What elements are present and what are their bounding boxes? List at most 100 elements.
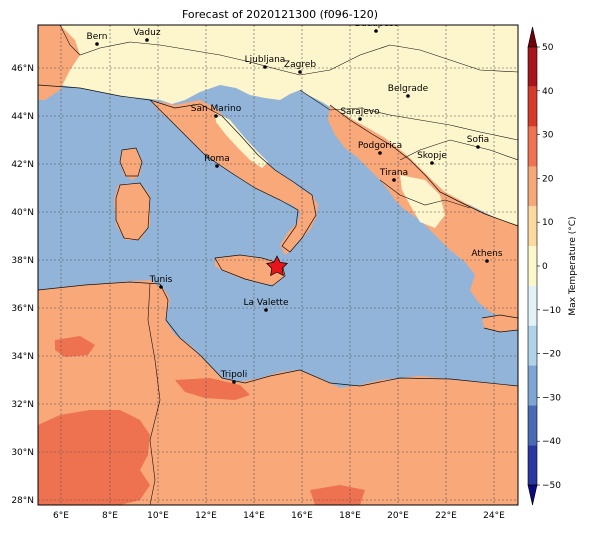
svg-text:Vaduz: Vaduz — [133, 28, 160, 38]
city-tirana: Tirana — [379, 168, 408, 182]
city-bern: Bern — [87, 32, 108, 46]
city-zagreb: Zagreb — [284, 60, 316, 74]
colorbar-band — [528, 246, 537, 286]
colorbar-band — [528, 47, 537, 87]
lon-tick-label: 10°E — [147, 511, 169, 521]
lat-tick-label: 46°N — [11, 64, 34, 74]
colorbar-tick-label: 50 — [542, 43, 554, 53]
svg-text:Sofia: Sofia — [467, 135, 489, 145]
land-north-mild — [38, 25, 518, 228]
lat-tick-label: 36°N — [11, 304, 34, 314]
city-la-valette: La Valette — [244, 298, 289, 312]
lat-tick-label: 30°N — [11, 448, 34, 458]
lon-tick-label: 24°E — [483, 511, 505, 521]
colorbar-band — [528, 206, 537, 247]
svg-text:La Valette: La Valette — [244, 298, 289, 308]
city-budapest: Budapest — [355, 19, 398, 33]
land-africa-hot-3 — [175, 378, 250, 400]
svg-text:Tirana: Tirana — [379, 168, 408, 178]
colorbar-tick-label: −20 — [542, 350, 561, 360]
colorbar-tick-label: −50 — [542, 481, 561, 491]
land-sardinia-south — [114, 183, 150, 240]
figure-title: Forecast of 2020121300 (f096-120) — [182, 8, 378, 21]
colorbar-band — [528, 166, 537, 207]
lon-tick-label: 14°E — [243, 511, 265, 521]
land-africa-warm — [38, 280, 518, 505]
lon-tick-label: 18°E — [339, 511, 361, 521]
colorbar-band — [528, 365, 537, 406]
svg-text:Skopje: Skopje — [417, 151, 447, 161]
lon-tick-label: 12°E — [195, 511, 217, 521]
city-podgorica: Podgorica — [358, 141, 402, 155]
colorbar-label: Max Temperature (°C) — [568, 216, 578, 315]
city-skopje: Skopje — [417, 151, 447, 165]
lat-tick-label: 38°N — [11, 256, 34, 266]
city-tunis: Tunis — [149, 275, 173, 289]
svg-text:Podgorica: Podgorica — [358, 141, 402, 151]
colorbar-tick-label: 30 — [542, 131, 554, 141]
svg-text:Belgrade: Belgrade — [388, 84, 429, 94]
colorbar: 50 40 30 20 10 0 −10 −20 −30 −40 −50 — [527, 26, 561, 506]
coastlines — [38, 25, 518, 505]
lon-tick-label: 6°E — [53, 511, 69, 521]
svg-text:Sarajevo: Sarajevo — [340, 107, 380, 117]
lat-tick-label: 34°N — [11, 352, 34, 362]
lat-tick-label: 44°N — [11, 112, 34, 122]
colorbar-tick-label: 40 — [542, 87, 554, 97]
city-vaduz: Vaduz — [133, 28, 161, 42]
svg-text:Tunis: Tunis — [149, 275, 173, 285]
city-ljubljana: Ljubljana — [245, 55, 286, 69]
star-marker — [265, 255, 289, 277]
colorbar-tick-label: −10 — [542, 306, 561, 316]
land-crete — [482, 315, 518, 332]
colorbar-extend-min — [527, 484, 538, 506]
svg-text:San Marino: San Marino — [191, 104, 242, 114]
city-roma: Roma — [204, 154, 230, 168]
city-belgrade: Belgrade — [388, 84, 429, 98]
city-san-marino: San Marino — [191, 104, 242, 118]
colorbar-band — [528, 405, 537, 446]
map-frame — [37, 24, 519, 506]
lon-tick-label: 22°E — [435, 511, 457, 521]
lon-tick-label: 16°E — [291, 511, 313, 521]
svg-text:Budapest: Budapest — [355, 19, 398, 29]
colorbar-band — [528, 285, 537, 326]
colorbar-tick-label: 20 — [542, 174, 554, 184]
lat-tick-label: 40°N — [11, 208, 34, 218]
land-sicily — [215, 255, 285, 285]
city-sarajevo: Sarajevo — [340, 107, 380, 121]
colorbar-band — [528, 126, 537, 167]
land-italy-warm — [150, 100, 318, 255]
land-africa-hot-1 — [38, 410, 150, 505]
lat-tick-label: 28°N — [11, 496, 34, 506]
colorbar-band — [528, 86, 537, 127]
lon-axis: 6°E 8°E 10°E 12°E 14°E 16°E 18°E 20°E 22… — [53, 511, 505, 521]
lon-tick-label: 20°E — [387, 511, 409, 521]
land-italy-mild — [215, 112, 268, 168]
colorbar-tick-label: −30 — [542, 393, 561, 403]
colorbar-tick-label: 0 — [542, 262, 548, 272]
colorbar-tick-label: −40 — [542, 437, 561, 447]
lon-tick-label: 8°E — [102, 511, 118, 521]
svg-text:Ljubljana: Ljubljana — [245, 55, 286, 65]
city-sofia: Sofia — [467, 135, 489, 149]
city-markers: Bern Vaduz Budapest Ljubljana Zagreb Bel… — [87, 19, 503, 384]
graticule — [38, 25, 518, 505]
svg-text:Zagreb: Zagreb — [284, 60, 316, 70]
lat-tick-label: 32°N — [11, 400, 34, 410]
svg-text:Athens: Athens — [471, 249, 502, 259]
lat-axis: 46°N 44°N 42°N 40°N 38°N 36°N 34°N 32°N … — [11, 64, 34, 506]
colorbar-tick-label: 10 — [542, 218, 554, 228]
svg-text:Bern: Bern — [87, 32, 108, 42]
colorbar-band — [528, 325, 537, 366]
svg-text:Roma: Roma — [204, 154, 230, 164]
lat-tick-label: 42°N — [11, 160, 34, 170]
colorbar-extend-max — [527, 26, 538, 48]
map-area: Bern Vaduz Budapest Ljubljana Zagreb Bel… — [38, 19, 518, 505]
city-athens: Athens — [471, 249, 503, 263]
city-tripoli: Tripoli — [220, 370, 248, 384]
land-balkan-mild — [400, 175, 445, 228]
svg-text:Tripoli: Tripoli — [220, 370, 248, 380]
land-africa-hot-2 — [55, 336, 95, 357]
